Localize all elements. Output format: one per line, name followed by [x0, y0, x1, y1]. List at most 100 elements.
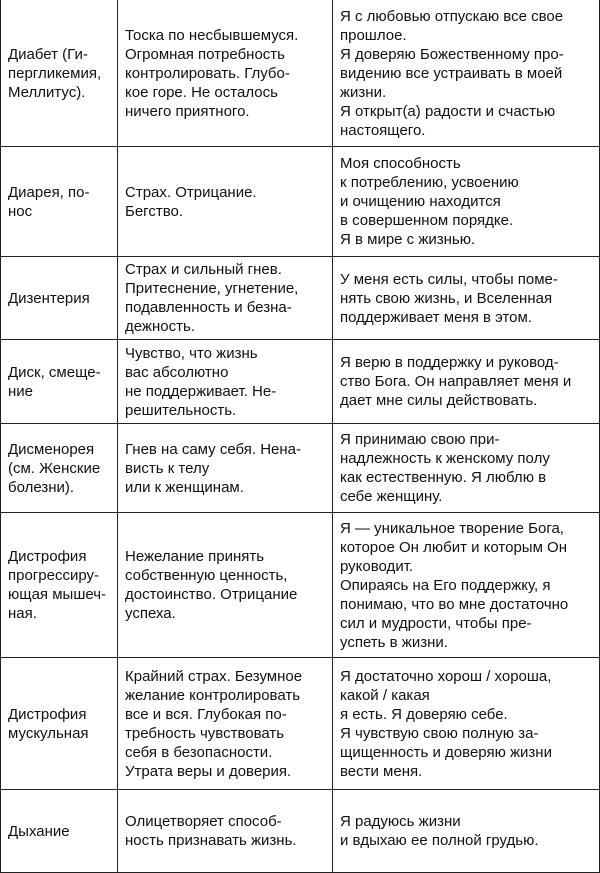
text-line: Диабет (Ги-: [8, 45, 88, 63]
affirmation-cell: Я принимаю свою при-надлежность к женско…: [333, 424, 600, 513]
condition-cell: Дисменорея (см. Женские болезни).: [0, 424, 118, 513]
text-line: собственную ценность,: [125, 567, 288, 584]
text-line: ющая мышеч-: [8, 586, 107, 603]
text-line: Я достаточно хорош / хороша,: [340, 667, 552, 685]
text-line: и очищению находится: [340, 193, 501, 210]
text-line: Олицетворяет способ-: [125, 813, 282, 830]
text-line: Страх. Отрицание.: [125, 183, 257, 201]
text-line: Утрата веры и доверия.: [125, 762, 292, 780]
text-line: У меня есть силы, чтобы поме-: [340, 270, 558, 288]
text-line: Дизентерия: [8, 289, 90, 307]
condition-cell: Дыхание: [0, 790, 118, 873]
text-line: Опираясь на Его поддержку, я: [340, 576, 551, 594]
text-line: требность чувствовать: [125, 724, 285, 742]
text-line: дежность.: [125, 318, 195, 335]
text-line: вести меня.: [340, 762, 423, 780]
text-line: нять свою жизнь, и Вселенная: [340, 289, 553, 307]
text-line: Дистрофия: [8, 705, 87, 723]
text-line: Я открыт(а) радости и счастью: [340, 102, 556, 120]
cause-cell: Страх и сильный гнев. Притеснение, угнете…: [118, 257, 333, 340]
text-line: Я с любовью отпускаю все свое: [340, 7, 564, 25]
cause-cell: Олицетворяет способ-ность признавать жиз…: [118, 790, 333, 873]
text-line: поддерживает меня в этом.: [340, 308, 532, 326]
condition-cell: Диарея, по-нос: [0, 147, 118, 257]
text-line: контролировать. Глубо-: [125, 64, 290, 82]
cause-cell: Крайний страх. Безумное желание контролир…: [118, 658, 333, 790]
text-line: жизни.: [340, 83, 387, 101]
text-line: Я — уникальное творение Бога,: [340, 519, 564, 537]
text-line: Тоска по несбывшемуся.: [125, 26, 299, 44]
text-line: Меллитус).: [8, 83, 86, 101]
text-line: не поддерживает. Не-: [125, 382, 277, 400]
text-line: к потреблению, усвоению: [340, 174, 519, 191]
affirmation-cell: У меня есть силы, чтобы поме-нять свою ж…: [333, 257, 600, 340]
text-line: какой / какая: [340, 686, 430, 704]
cause-cell: Тоска по несбывшемуся. Огромная потребнос…: [118, 0, 333, 147]
cause-cell: Нежелание принять собственную ценность, до…: [118, 513, 333, 658]
text-line: успеха.: [125, 605, 176, 622]
text-line: руководит.: [340, 557, 414, 575]
text-line: кое горе. Не осталось: [125, 83, 278, 101]
text-line: в совершенном порядке.: [340, 212, 514, 229]
text-line: висть к телу: [125, 459, 210, 477]
text-line: дает мне силы действовать.: [340, 392, 538, 409]
text-line: мускульная: [8, 724, 89, 742]
text-line: Я доверяю Божественному про-: [340, 45, 564, 63]
text-line: себя в безопасности.: [125, 743, 273, 761]
affirmation-cell: Я достаточно хорош / хороша, какой / кака…: [333, 658, 600, 790]
condition-cell: Дистрофия прогрессиру-ющая мышеч-ная.: [0, 513, 118, 658]
text-line: (см. Женские: [8, 459, 101, 477]
text-line: Моя способность: [340, 155, 461, 172]
affirmation-cell: Я — уникальное творение Бога, которое Он …: [333, 513, 600, 658]
text-line: Я в мире с жизнью.: [340, 231, 476, 248]
text-line: нос: [8, 202, 33, 220]
affirmation-cell: Я радуюсь жизни и вдыхаю ее полной грудью…: [333, 790, 600, 873]
text-line: я есть. Я доверяю себе.: [340, 705, 508, 723]
text-line: и вдыхаю ее полной грудью.: [340, 832, 539, 849]
text-line: достоинство. Отрицание: [125, 586, 298, 603]
cause-cell: Гнев на саму себя. Нена-висть к телу или …: [118, 424, 333, 513]
condition-cell: Диск, смеще-ние: [0, 340, 118, 424]
cause-cell: Чувство, что жизнь вас абсолютно не поддер…: [118, 340, 333, 424]
condition-cell: Диабет (Ги-пергликемия, Меллитус).: [0, 0, 118, 147]
text-line: понимаю, что во мне достаточно: [340, 595, 569, 613]
text-line: успеть в жизни.: [340, 633, 448, 651]
text-line: сил и мудрости, чтобы пре-: [340, 614, 532, 632]
text-line: которое Он любит и которым Он: [340, 538, 567, 556]
text-line: ство Бога. Он направляет меня и: [340, 373, 572, 390]
text-line: пергликемия,: [8, 64, 102, 82]
text-line: Чувство, что жизнь: [125, 344, 258, 362]
text-line: подавленность и безна-: [125, 299, 292, 316]
text-line: прошлое.: [340, 26, 407, 44]
text-line: ность признавать жизнь.: [125, 832, 297, 849]
text-line: все и вся. Глубокая по-: [125, 705, 287, 723]
text-line: Дисменорея: [8, 440, 95, 458]
text-line: Гнев на саму себя. Нена-: [125, 440, 302, 458]
text-line: решительность.: [125, 401, 237, 419]
text-line: как естественную. Я люблю в: [340, 469, 547, 486]
text-line: Диарея, по-: [8, 183, 90, 201]
condition-cell: Дизентерия: [0, 257, 118, 340]
text-line: Огромная потребность: [125, 45, 285, 63]
text-line: Диск, смеще-: [8, 363, 101, 381]
text-line: щищенность и доверяю жизни: [340, 743, 552, 761]
cause-cell: Страх. Отрицание. Бегство.: [118, 147, 333, 257]
text-line: или к женщинам.: [125, 478, 244, 496]
text-line: Бегство.: [125, 202, 184, 220]
text-line: себе женщину.: [340, 488, 443, 505]
text-line: настоящего.: [340, 121, 426, 139]
text-line: Я верю в поддержку и руковод-: [340, 354, 559, 371]
text-line: Притеснение, угнетение,: [125, 280, 299, 297]
text-line: Крайний страх. Безумное: [125, 667, 303, 685]
affirmation-cell: Я верю в поддержку и руковод-ство Бога. …: [333, 340, 600, 424]
text-line: видению все устраивать в моей: [340, 64, 563, 82]
text-line: прогрессиру-: [8, 567, 100, 584]
text-line: Я радуюсь жизни: [340, 813, 461, 830]
text-line: надлежность к женскому полу: [340, 450, 550, 467]
text-line: Страх и сильный гнев.: [125, 261, 282, 278]
affirmation-cell: Я с любовью отпускаю все свое прошлое. Я д…: [333, 0, 600, 147]
text-line: Я чувствую свою полную за-: [340, 724, 539, 742]
text-line: Дыхание: [8, 822, 70, 840]
text-line: ничего приятного.: [125, 102, 250, 120]
